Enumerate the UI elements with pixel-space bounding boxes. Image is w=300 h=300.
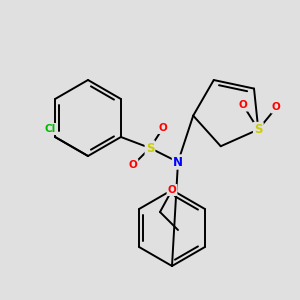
Text: O: O (159, 123, 167, 133)
Text: O: O (272, 103, 281, 112)
Text: N: N (173, 155, 183, 169)
Text: O: O (168, 185, 176, 195)
Text: Cl: Cl (44, 124, 56, 134)
Text: S: S (146, 142, 154, 154)
Text: S: S (254, 123, 262, 136)
Text: O: O (239, 100, 248, 110)
Text: O: O (129, 160, 137, 170)
